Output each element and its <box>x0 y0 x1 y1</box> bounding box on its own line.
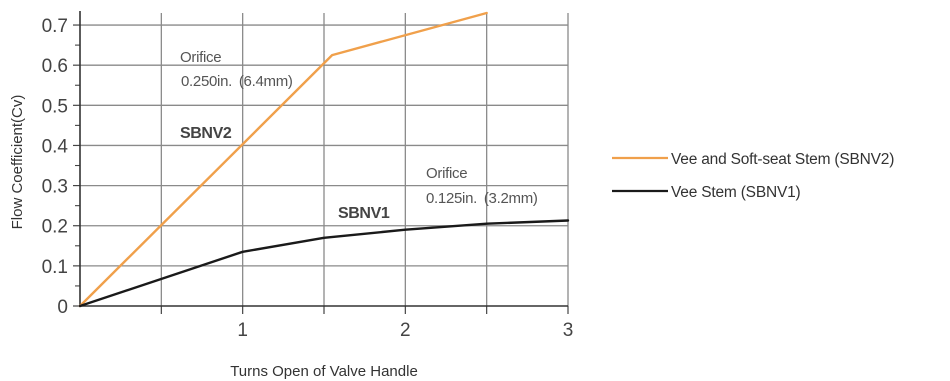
y-tick-label: 0.2 <box>42 217 68 238</box>
tick-labels: 0 0.1 0.2 0.3 0.4 0.5 0.6 0.7 1 2 3 <box>42 16 574 341</box>
orifice-small-title: Orifice <box>426 165 467 182</box>
legend: Vee and Soft-seat Stem (SBNV2) Vee Stem … <box>612 151 894 201</box>
orifice-small-size-mm: (3.2mm) <box>484 190 538 207</box>
axes <box>73 11 569 314</box>
orifice-large-title: Orifice <box>180 49 221 66</box>
data-series <box>78 11 570 308</box>
sbnv2-label: SBNV2 <box>180 125 232 142</box>
y-tick-label: 0.4 <box>42 136 69 157</box>
series-line-sbnv1 <box>78 219 570 308</box>
y-tick-label: 0.5 <box>42 96 68 117</box>
orifice-large-size-in: 0.250in. <box>181 73 232 90</box>
y-tick-label: 0.1 <box>42 257 68 278</box>
sbnv1-label: SBNV1 <box>338 205 390 222</box>
grid-lines <box>80 13 569 306</box>
orifice-small-size: 0.125in. (3.2mm) <box>426 190 538 207</box>
orifice-large-size: 0.250in. (6.4mm) <box>181 73 293 90</box>
x-tick-label: 2 <box>400 320 411 341</box>
y-tick-label: 0.7 <box>42 16 68 37</box>
orifice-small-size-in: 0.125in. <box>426 190 477 207</box>
series-line-sbnv2 <box>78 11 488 308</box>
x-tick-label: 1 <box>237 320 248 341</box>
y-axis-title: Flow Coefficient(Cv) <box>9 95 26 230</box>
x-axis-title: Turns Open of Valve Handle <box>230 363 418 380</box>
y-tick-label: 0 <box>57 297 68 318</box>
x-tick-label: 3 <box>563 320 574 341</box>
legend-label-sbnv1: Vee Stem (SBNV1) <box>671 184 801 201</box>
y-tick-label: 0.3 <box>42 177 68 198</box>
orifice-large-size-mm: (6.4mm) <box>239 73 293 90</box>
y-tick-label: 0.6 <box>42 56 68 77</box>
legend-label-sbnv2: Vee and Soft-seat Stem (SBNV2) <box>671 151 894 168</box>
